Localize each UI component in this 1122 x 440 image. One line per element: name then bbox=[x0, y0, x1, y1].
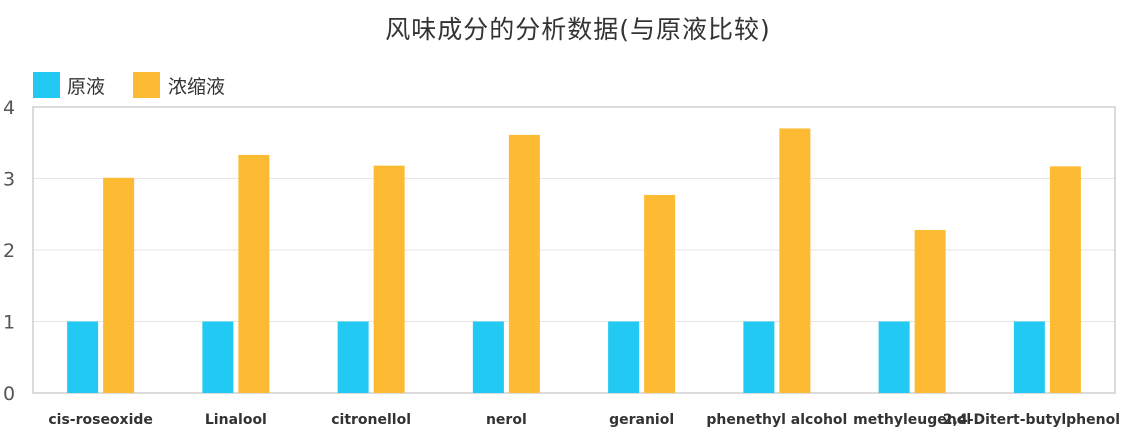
bar-series-1-nerol bbox=[472, 321, 504, 393]
legend-swatch-series-2 bbox=[133, 72, 160, 98]
bar-series-1-citronellol bbox=[337, 321, 369, 393]
x-tick-label: nerol bbox=[486, 412, 527, 428]
bar-series-1-2-4-ditert-butylphenol bbox=[1013, 321, 1045, 393]
x-tick-label: 2,4-Ditert-butylphenol bbox=[943, 412, 1120, 428]
bar-series-2-nerol bbox=[508, 134, 540, 393]
x-axis-ticks: cis-roseoxide Linalool citronellol nerol ger… bbox=[48, 412, 1120, 428]
x-tick-label: cis-roseoxide bbox=[48, 412, 153, 428]
bar-series-2-citronellol bbox=[373, 165, 405, 393]
legend-swatch-series-1 bbox=[33, 72, 60, 98]
bar-series-2-cis-roseoxide bbox=[103, 177, 135, 393]
legend-label-series-2: 浓缩液 bbox=[168, 76, 225, 98]
y-tick-label: 0 bbox=[3, 383, 15, 405]
bar-series-2-2-4-ditert-butylphenol bbox=[1049, 166, 1081, 393]
x-tick-label: phenethyl alcohol bbox=[706, 412, 847, 428]
y-axis-ticks: 0 1 2 3 4 bbox=[3, 97, 15, 405]
plot-frame bbox=[32, 106, 1116, 394]
x-tick-label: citronellol bbox=[331, 412, 411, 428]
bar-series-2-geraniol bbox=[644, 194, 676, 393]
x-tick-label: Linalool bbox=[205, 412, 267, 428]
chart-title: 风味成分的分析数据(与原液比较) bbox=[385, 15, 771, 44]
y-tick-label: 2 bbox=[3, 240, 15, 262]
bar-series-2-methyleugenol bbox=[914, 229, 946, 393]
bars bbox=[67, 128, 1081, 393]
bar-series-1-linalool bbox=[202, 321, 234, 393]
y-tick-label: 4 bbox=[3, 97, 15, 119]
legend-label-series-1: 原液 bbox=[67, 76, 105, 98]
x-tick-label: methyleugenol bbox=[853, 412, 971, 428]
bar-series-1-phenethyl-alcohol bbox=[743, 321, 775, 393]
legend: 原液 浓缩液 bbox=[33, 72, 225, 98]
y-tick-label: 1 bbox=[3, 312, 15, 334]
bar-series-2-linalool bbox=[238, 154, 270, 393]
bar-series-1-geraniol bbox=[608, 321, 640, 393]
x-tick-label: geraniol bbox=[609, 412, 674, 428]
y-tick-label: 3 bbox=[3, 169, 15, 191]
bar-series-1-methyleugenol bbox=[878, 321, 910, 393]
grid-lines bbox=[33, 178, 1115, 322]
bar-series-2-phenethyl-alcohol bbox=[779, 128, 811, 393]
bar-series-1-cis-roseoxide bbox=[67, 321, 99, 393]
